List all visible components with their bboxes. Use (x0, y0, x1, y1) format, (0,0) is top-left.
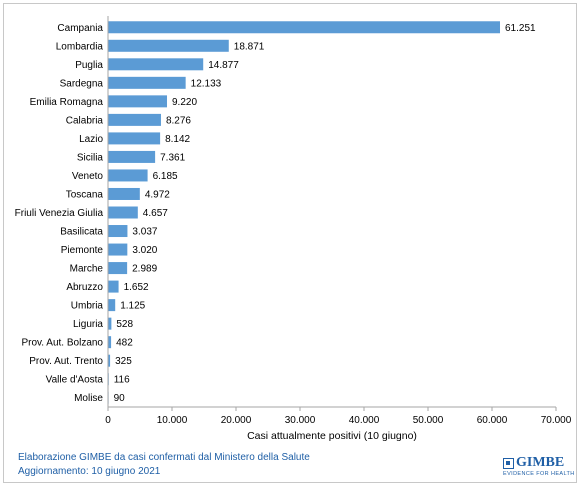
x-tick-label: 40.000 (349, 415, 380, 426)
category-label: Prov. Aut. Trento (29, 356, 103, 367)
value-label: 7.361 (160, 152, 185, 163)
x-tick-label: 20.000 (221, 415, 252, 426)
value-label: 18.871 (234, 41, 265, 52)
category-label: Prov. Aut. Bolzano (21, 338, 103, 349)
value-label: 4.657 (143, 208, 168, 219)
value-label: 8.142 (165, 134, 190, 145)
value-label: 2.989 (132, 264, 157, 275)
category-label: Emilia Romagna (30, 97, 104, 108)
bar-11 (108, 225, 128, 238)
value-label: 116 (114, 375, 130, 386)
x-tick-label: 30.000 (285, 415, 316, 426)
footer-update-date: Aggiornamento: 10 giugno 2021 (18, 466, 161, 477)
chart-footer: Elaborazione GIMBE da casi confermati da… (18, 451, 310, 479)
category-label: Sardegna (60, 78, 104, 89)
gimbe-logo: GIMBE EVIDENCE FOR HEALTH (503, 455, 574, 480)
value-label: 4.972 (145, 189, 170, 200)
x-tick-label: 0 (105, 415, 111, 426)
x-axis-title: Casi attualmente positivi (10 giugno) (247, 430, 417, 442)
value-label: 6.185 (153, 171, 178, 182)
category-label: Liguria (73, 319, 103, 330)
value-label: 325 (115, 356, 132, 367)
category-label: Piemonte (61, 245, 104, 256)
footer-source: Elaborazione GIMBE da casi confermati da… (18, 452, 310, 463)
value-label: 61.251 (505, 23, 536, 34)
x-tick-label: 70.000 (541, 415, 572, 426)
value-label: 1.652 (124, 282, 149, 293)
bar-0 (108, 21, 501, 34)
bar-4 (108, 95, 168, 108)
bar-17 (108, 336, 112, 349)
category-label: Puglia (75, 60, 103, 71)
x-tick-label: 50.000 (413, 415, 444, 426)
bar-12 (108, 243, 128, 256)
category-label: Marche (70, 264, 104, 275)
bar-14 (108, 280, 119, 293)
bar-10 (108, 206, 138, 219)
value-label: 9.220 (172, 97, 197, 108)
bar-13 (108, 262, 128, 275)
bar-6 (108, 132, 161, 145)
bar-1 (108, 39, 229, 52)
value-label: 12.133 (191, 78, 222, 89)
logo-tagline: EVIDENCE FOR HEALTH (503, 471, 575, 477)
bar-16 (108, 317, 112, 330)
value-label: 90 (114, 393, 126, 404)
bar-3 (108, 76, 186, 89)
bar-18 (108, 354, 111, 367)
bar-5 (108, 113, 161, 126)
bar-2 (108, 58, 204, 71)
category-label: Sicilia (77, 152, 104, 163)
value-label: 528 (116, 319, 133, 330)
value-label: 8.276 (166, 115, 191, 126)
logo-name: GIMBE (516, 455, 565, 470)
chart-frame (3, 3, 577, 483)
x-tick-label: 60.000 (477, 415, 508, 426)
gimbe-logo-mark-icon (503, 457, 514, 469)
bar-8 (108, 169, 148, 182)
category-label: Molise (74, 393, 103, 404)
bar-15 (108, 299, 116, 312)
category-label: Abruzzo (66, 282, 103, 293)
value-label: 3.037 (132, 227, 157, 238)
category-label: Lombardia (56, 41, 104, 52)
value-label: 1.125 (120, 301, 145, 312)
value-label: 14.877 (208, 60, 239, 71)
category-label: Basilicata (60, 227, 103, 238)
category-label: Veneto (72, 171, 104, 182)
bar-9 (108, 187, 140, 200)
x-tick-label: 10.000 (157, 415, 188, 426)
value-label: 3.020 (132, 245, 157, 256)
category-label: Toscana (66, 189, 104, 200)
value-label: 482 (116, 338, 133, 349)
category-label: Lazio (79, 134, 103, 145)
bar-7 (108, 150, 156, 163)
category-label: Friuli Venezia Giulia (15, 208, 104, 219)
category-label: Valle d'Aosta (46, 375, 104, 386)
category-label: Campania (57, 23, 103, 34)
category-label: Umbria (71, 301, 104, 312)
category-label: Calabria (66, 115, 104, 126)
